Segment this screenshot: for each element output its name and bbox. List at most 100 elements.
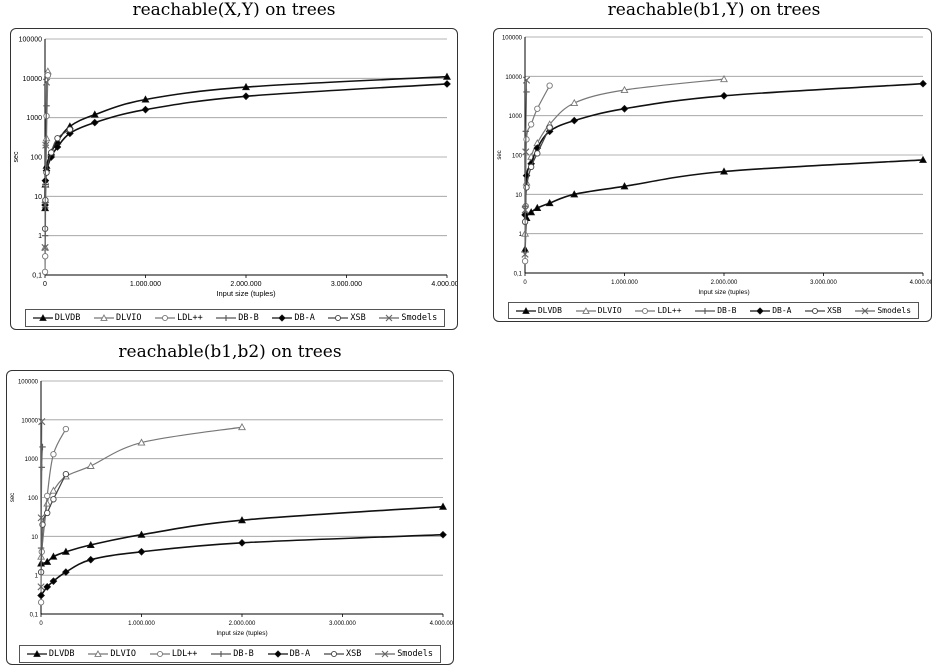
legend-item-dlvio: DLVIO [575, 306, 622, 316]
data-point-xsb [43, 169, 50, 176]
legend-label: DB-A [772, 306, 792, 315]
data-point-ldl- [527, 121, 535, 128]
x-tick-label: 2.000.000 [229, 621, 256, 627]
data-point-dlvdb [545, 198, 554, 207]
data-point-xsb [523, 184, 530, 191]
data-point-db-a [620, 104, 629, 113]
series-db-a [521, 79, 927, 219]
legend-marker-xsb [330, 651, 337, 657]
legend-item-db-a: DB-A [267, 649, 310, 659]
legend-item-dlvio: DLVIO [88, 649, 136, 659]
data-point-ldl- [44, 72, 52, 79]
legend-swatch-dlvio [575, 306, 596, 314]
data-point-dlvdb [720, 167, 728, 175]
data-point-xsb [50, 496, 57, 503]
y-tick-label: 100 [28, 496, 39, 502]
legend-item-smodels: Smodels [855, 306, 911, 316]
y-tick-label: 1000 [25, 457, 39, 463]
data-point-xsb [62, 470, 70, 478]
legend-item-dlvdb: DLVDB [515, 306, 562, 316]
legend-label: DLVDB [48, 649, 75, 659]
series-smodels [521, 76, 531, 258]
data-point-dlvdb [238, 516, 246, 524]
x-axis-title: Input size (tuples) [216, 289, 276, 298]
legend-label: DLVIO [597, 306, 622, 315]
data-point-ldl- [546, 82, 553, 89]
data-point-dlvio [238, 422, 246, 431]
legend-swatch-db-a [272, 314, 293, 322]
chart-title: reachable(X,Y) on trees [132, 0, 336, 20]
data-point-dlvio [620, 85, 629, 93]
legend-swatch-ldl- [149, 651, 170, 657]
data-point-dlvdb [90, 110, 99, 118]
legend-label: DB-B [238, 313, 259, 323]
data-point-dlvio [137, 438, 146, 446]
x-tick-label: 2.000.000 [711, 280, 738, 286]
data-point-ldl- [42, 253, 49, 260]
legend-label: DB-B [717, 306, 737, 315]
legend-marker-smodels [381, 650, 389, 658]
data-point-db-a [37, 591, 45, 600]
data-point-ldl- [62, 425, 70, 433]
series-dlvdb [37, 502, 447, 567]
data-point-xsb [48, 149, 55, 156]
y-axis-title: sec [497, 150, 503, 159]
data-point-db-a [141, 105, 150, 114]
data-point-db-a [66, 129, 74, 138]
legend-swatch-dlvdb [26, 650, 47, 657]
data-point-db-b [39, 443, 46, 451]
data-point-xsb [66, 126, 74, 133]
legend-label: XSB [827, 306, 842, 315]
data-point-dlvio [43, 499, 52, 507]
series-xsb [37, 470, 70, 576]
data-point-ldl- [521, 257, 529, 265]
x-tick-label: 1.000.000 [611, 280, 638, 286]
legend-item-dlvio: DLVIO [93, 313, 142, 323]
legend-marker-dlvdb [33, 650, 41, 657]
legend-swatch-dlvdb [32, 314, 53, 321]
data-point-dlvio [570, 98, 579, 107]
data-point-smodels [42, 78, 51, 86]
data-point-db-a [90, 118, 99, 127]
chart-title: reachable(b1,b2) on trees [118, 342, 342, 362]
y-tick-label: 1 [38, 233, 42, 240]
data-point-smodels [41, 243, 49, 252]
data-point-dlvio [720, 74, 728, 83]
legend-swatch-dlvio [88, 650, 109, 657]
chart-frame: 0,1 1 10 100 1000 10000 100000 0 1.000.000 2.000.… [493, 28, 932, 322]
y-tick-label: 0,1 [30, 613, 39, 619]
y-tick-label: 100000 [502, 36, 523, 42]
legend-swatch-xsb [323, 651, 344, 657]
legend-item-smodels: Smodels [375, 649, 433, 659]
data-point-xsb [44, 509, 51, 517]
series-line-dlvdb [40, 505, 444, 565]
legend-item-smodels: Smodels [379, 313, 437, 323]
series-dlvdb [521, 155, 927, 253]
data-point-smodels [38, 418, 46, 426]
data-point-db-a [443, 80, 451, 88]
legend-label: Smodels [877, 306, 912, 315]
data-point-dlvdb [919, 155, 927, 163]
y-tick-label: 10000 [23, 76, 43, 83]
legend-label: LDL++ [177, 313, 203, 323]
y-tick-label: 0,1 [514, 272, 523, 278]
chart-legend: DLVDB DLVIO LDL++ DB-B DB-A XSB Smodels [19, 645, 441, 663]
data-point-smodels [522, 76, 531, 84]
legend-swatch-xsb [328, 315, 349, 321]
data-point-ldl- [50, 451, 57, 458]
legend-marker-ldl- [156, 651, 163, 657]
series-dlvio [37, 422, 246, 560]
legend-marker-smodels [385, 314, 393, 322]
y-tick-label: 0,1 [32, 273, 42, 280]
legend-swatch-db-b [216, 315, 237, 321]
legend-swatch-dlvdb [515, 306, 536, 314]
data-point-db-a [242, 92, 250, 101]
legend-marker-xsb [335, 315, 342, 321]
legend-label: Smodels [401, 313, 438, 323]
legend-label: DB-A [294, 313, 315, 323]
legend-swatch-db-b [211, 651, 232, 657]
data-point-dlvdb [49, 552, 58, 560]
data-point-db-a [919, 79, 927, 88]
x-tick-label: 1.000.000 [128, 621, 155, 627]
chart-plot: 0,1 1 10 100 1000 10000 100000 0 1.000.000 2.000.… [13, 37, 457, 299]
